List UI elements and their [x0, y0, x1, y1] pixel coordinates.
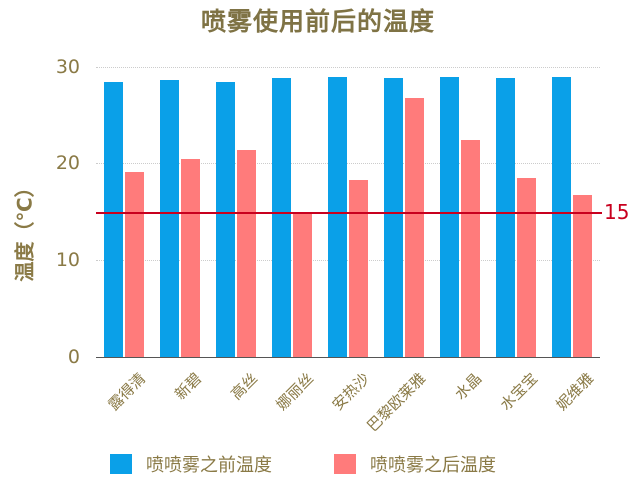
bar-after-0: [125, 172, 144, 357]
y-axis-label: 温度（℃）: [12, 177, 37, 282]
legend-swatch-before: [110, 454, 132, 474]
bar-after-1: [181, 158, 200, 357]
x-axis: [96, 357, 600, 358]
reference-line-label: 15: [604, 200, 630, 224]
y-tick-0: 0: [67, 346, 80, 368]
x-tick-label: 巴黎欧莱雅: [363, 369, 430, 436]
y-tick-30: 30: [55, 56, 80, 78]
reference-line-15: [96, 212, 602, 214]
bar-before-2: [216, 82, 235, 357]
legend-item-before: 喷喷雾之前温度: [110, 452, 272, 476]
x-tick-label: 露得清: [104, 369, 150, 414]
gridline-10: [96, 260, 600, 261]
chart-title: 喷雾使用前后的温度: [200, 7, 435, 36]
gridline-20: [96, 163, 600, 164]
y-tick-10: 10: [55, 249, 80, 271]
y-tick-20: 20: [55, 152, 80, 174]
bar-after-4: [349, 180, 368, 357]
bar-after-7: [517, 178, 536, 357]
x-tick-label: 新碧: [171, 369, 206, 404]
bar-before-3: [272, 77, 291, 357]
bar-before-1: [160, 80, 179, 357]
legend-swatch-after: [334, 454, 356, 474]
legend-item-after: 喷喷雾之后温度: [334, 452, 496, 476]
bar-before-7: [496, 77, 515, 357]
bar-before-4: [328, 76, 347, 357]
bar-after-6: [461, 140, 480, 357]
gridline-30: [96, 67, 600, 68]
bar-before-6: [440, 76, 459, 357]
x-tick-label: 娜丽丝: [272, 369, 318, 414]
x-tick-label: 妮维雅: [552, 369, 598, 414]
x-tick-label: 高丝: [227, 369, 262, 404]
x-tick-label: 水宝宝: [496, 369, 542, 414]
bar-after-2: [237, 150, 256, 357]
bar-after-5: [405, 97, 424, 357]
bar-after-3: [293, 213, 312, 357]
bar-before-5: [384, 77, 403, 357]
x-tick-label: 安热沙: [328, 369, 374, 414]
bar-before-0: [104, 82, 123, 357]
bar-before-8: [552, 76, 571, 357]
bar-after-8: [573, 194, 592, 357]
x-tick-label: 水晶: [451, 369, 486, 404]
